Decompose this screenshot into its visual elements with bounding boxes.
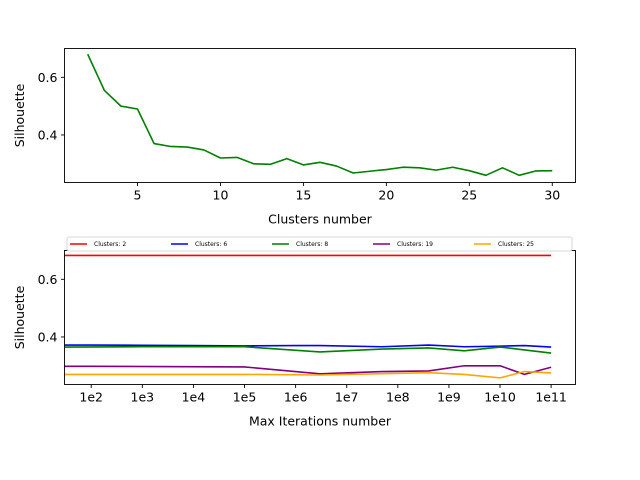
chart-1: 5 10 15 20 25 30 0.4 0.6 Clusters number Silhouet… bbox=[12, 48, 576, 227]
x-tick-label: 1e8 bbox=[386, 390, 410, 405]
x-tick-label: 30 bbox=[544, 188, 560, 203]
axes-frame bbox=[64, 250, 576, 385]
series-line-3 bbox=[64, 345, 552, 354]
y-tick-label: 0.6 bbox=[38, 272, 58, 287]
x-tick-label: 1e10 bbox=[484, 390, 516, 405]
x-tick-label: 1e5 bbox=[233, 390, 257, 405]
y-tick-label: 0.6 bbox=[38, 70, 58, 85]
x-tick-label: 1e7 bbox=[335, 390, 359, 405]
x-tick-label: 20 bbox=[378, 188, 394, 203]
x-tick-label: 5 bbox=[134, 188, 142, 203]
x-tick-label: 1e9 bbox=[437, 390, 461, 405]
x-tick-label: 10 bbox=[213, 188, 229, 203]
chart-2: 1e2 1e3 1e4 1e5 1e6 1e7 1e8 1e9 1e10 1e11 0.4 0.6 Ma… bbox=[12, 236, 576, 429]
x-tick-label: 1e4 bbox=[182, 390, 206, 405]
x-axis-label: Clusters number bbox=[268, 212, 372, 227]
x-tick-label: 25 bbox=[461, 188, 477, 203]
y-axis-label: Silhouette bbox=[12, 285, 27, 349]
x-tick-label: 1e2 bbox=[79, 390, 103, 405]
x-tick-label: 1e6 bbox=[284, 390, 308, 405]
x-tick-label: 1e3 bbox=[131, 390, 155, 405]
legend-box bbox=[66, 236, 573, 252]
series-line-4 bbox=[64, 364, 552, 376]
legend-label: Clusters: 2 bbox=[94, 241, 126, 248]
series-group bbox=[64, 254, 552, 379]
legend-label: Clusters: 19 bbox=[397, 241, 433, 248]
legend-label: Clusters: 8 bbox=[296, 241, 328, 248]
series-line-5 bbox=[64, 370, 552, 379]
y-tick-label: 0.4 bbox=[38, 329, 58, 344]
x-axis-label: Max Iterations number bbox=[249, 414, 392, 429]
y-axis-label: Silhouette bbox=[12, 83, 27, 147]
x-tick-label: 1e11 bbox=[535, 390, 567, 405]
legend: Clusters: 2 Clusters: 6 Clusters: 8 Cluster… bbox=[66, 236, 573, 252]
legend-label: Clusters: 25 bbox=[498, 241, 534, 248]
axes-frame bbox=[64, 48, 576, 183]
x-tick-label: 15 bbox=[295, 188, 311, 203]
series-line-2 bbox=[64, 344, 552, 348]
legend-label: Clusters: 6 bbox=[195, 241, 227, 248]
y-tick-label: 0.4 bbox=[38, 127, 58, 142]
series-line-1 bbox=[87, 53, 553, 177]
series-group bbox=[87, 53, 553, 177]
